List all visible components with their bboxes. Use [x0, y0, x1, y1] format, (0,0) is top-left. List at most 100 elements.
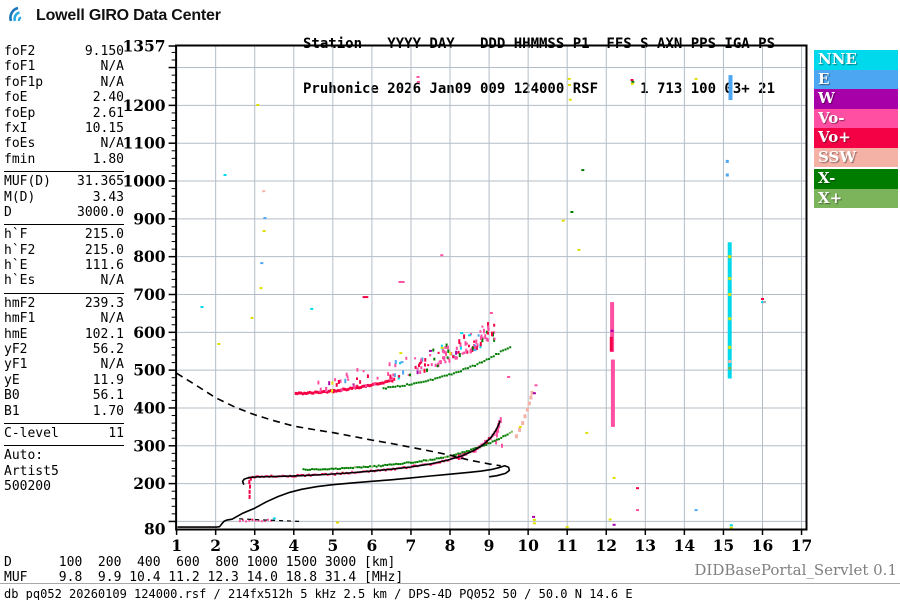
svg-text:600: 600	[133, 323, 166, 342]
param-row-fof1p: foF1p N/A	[4, 75, 124, 90]
param-row-fmin: fmin 1.80	[4, 152, 124, 167]
param-value: 1.80	[92, 151, 124, 167]
svg-text:1: 1	[171, 536, 182, 555]
param-value: 3.43	[92, 189, 124, 205]
param-group-0: foF2 9.150 foF1 N/A foF1p N/A foE 2.40 foEp 2.61 f…	[4, 42, 124, 171]
param-label: foE	[4, 90, 28, 106]
svg-text:6: 6	[367, 536, 378, 555]
svg-text:12: 12	[595, 536, 617, 555]
giro-wave-icon	[9, 6, 22, 22]
measurement-info-line: db pq052 20260109 124000.rsf / 214fx512h…	[4, 587, 633, 600]
param-label: B0	[4, 388, 20, 404]
param-group-5: Auto: Artist5 500200	[4, 446, 124, 498]
echo-strips	[609, 75, 733, 427]
param-value: 215.0	[84, 227, 124, 243]
param-label: yE	[4, 372, 20, 388]
param-value: 11	[108, 425, 124, 441]
muf-row: MUF 9.8 9.9 10.4 11.2 12.3 14.0 18.8 31.…	[4, 570, 404, 585]
noise-dots	[200, 76, 766, 529]
param-row-500200: 500200	[4, 479, 124, 494]
svg-text:13: 13	[635, 536, 657, 555]
param-group-2: h`F 215.0 h`F2 215.0 h`E 111.6 h`Es N/A	[4, 224, 124, 293]
param-label: fmin	[4, 151, 36, 167]
param-value: 11.9	[92, 372, 124, 388]
svg-text:17: 17	[791, 536, 813, 555]
svg-text:700: 700	[133, 285, 166, 304]
param-value: 239.3	[84, 295, 124, 311]
svg-text:1357: 1357	[122, 37, 165, 56]
svg-text:16: 16	[752, 536, 774, 555]
param-value: 215.0	[84, 242, 124, 258]
echo-direction-legend: NNE E W Vo- Vo+ SSW X- X+	[814, 50, 898, 208]
param-label: fxI	[4, 120, 28, 136]
param-row-hf: h`F 215.0	[4, 227, 124, 242]
param-value: N/A	[100, 273, 124, 289]
param-row-b1: B1 1.70	[4, 404, 124, 419]
param-row-fof1: foF1 N/A	[4, 59, 124, 74]
svg-text:14: 14	[674, 536, 696, 555]
param-value: 9.150	[84, 44, 124, 59]
svg-text:5: 5	[327, 536, 338, 555]
param-value: 2.40	[92, 90, 124, 106]
svg-text:900: 900	[133, 209, 166, 228]
svg-text:1100: 1100	[122, 134, 165, 153]
computed-curves	[176, 372, 511, 528]
lowell-giro-logo: Lowell GIRO Data Center	[8, 5, 221, 27]
param-row-he: h`E 111.6	[4, 258, 124, 273]
chart-axes: 1357120011001000900800700600500400300200…	[122, 37, 812, 556]
param-label: hmF1	[4, 311, 36, 327]
param-row-yf1: yF1 N/A	[4, 357, 124, 372]
svg-text:300: 300	[133, 436, 166, 455]
param-label: D	[4, 204, 12, 220]
param-value: N/A	[100, 357, 124, 373]
param-label: h`F2	[4, 242, 36, 258]
param-label: B1	[4, 403, 20, 419]
f-trace-x-mode	[302, 390, 534, 471]
param-label: MUF(D)	[4, 174, 51, 190]
param-row-foe: foE 2.40	[4, 90, 124, 105]
param-value: 56.2	[92, 342, 124, 358]
param-row-b0: B0 56.1	[4, 388, 124, 403]
param-value: N/A	[100, 59, 124, 75]
servlet-version-label: DIDBasePortal_Servlet 0.1	[694, 561, 897, 579]
param-label: foF1p	[4, 74, 44, 90]
param-row-hf2: h`F2 215.0	[4, 243, 124, 258]
param-value: 111.6	[84, 258, 124, 274]
param-value: N/A	[100, 74, 124, 90]
param-group-3: hmF2 239.3 hmF1 N/A hmE 102.1 yF2 56.2 yF1 N/A yE 1…	[4, 292, 124, 423]
param-label: h`E	[4, 258, 28, 274]
param-label: foEs	[4, 136, 36, 152]
legend-item-ssw: SSW	[814, 147, 898, 167]
distance-row: D 100 200 400 600 800 1000 1500 3000 [km…	[4, 555, 396, 570]
param-row-foep: foEp 2.61	[4, 106, 124, 121]
svg-text:800: 800	[133, 247, 166, 266]
param-row-ye: yE 11.9	[4, 373, 124, 388]
legend-item-e: E	[814, 69, 898, 89]
svg-text:200: 200	[133, 474, 166, 493]
param-label: foF1	[4, 59, 36, 75]
legend-item-x+: X+	[814, 188, 898, 208]
param-label: yF2	[4, 342, 28, 358]
param-row-artist5: Artist5	[4, 464, 124, 479]
param-group-1: MUF(D) 31.365 M(D) 3.43 D 3000.0	[4, 171, 124, 224]
svg-text:2: 2	[210, 536, 221, 555]
param-row-clevel: C-level 11	[4, 426, 124, 441]
svg-text:9: 9	[484, 536, 495, 555]
param-value: 56.1	[92, 388, 124, 404]
f-trace-o-mode	[247, 417, 503, 499]
param-label: M(D)	[4, 189, 36, 205]
param-value: 3000.0	[77, 204, 124, 220]
legend-item-vo-: Vo-	[814, 108, 898, 128]
param-label: C-level	[4, 425, 59, 441]
param-row-yf2: yF2 56.2	[4, 342, 124, 357]
param-row-hme: hmE 102.1	[4, 327, 124, 342]
second-hop-trace	[294, 322, 512, 396]
footer-divider	[0, 583, 900, 584]
param-row-foes: foEs N/A	[4, 136, 124, 151]
legend-item-nne: NNE	[814, 50, 898, 70]
param-label: foF2	[4, 44, 36, 59]
legend-item-x-: X-	[814, 169, 898, 189]
param-value: N/A	[100, 311, 124, 327]
legend-item-vo+: Vo+	[814, 128, 898, 148]
